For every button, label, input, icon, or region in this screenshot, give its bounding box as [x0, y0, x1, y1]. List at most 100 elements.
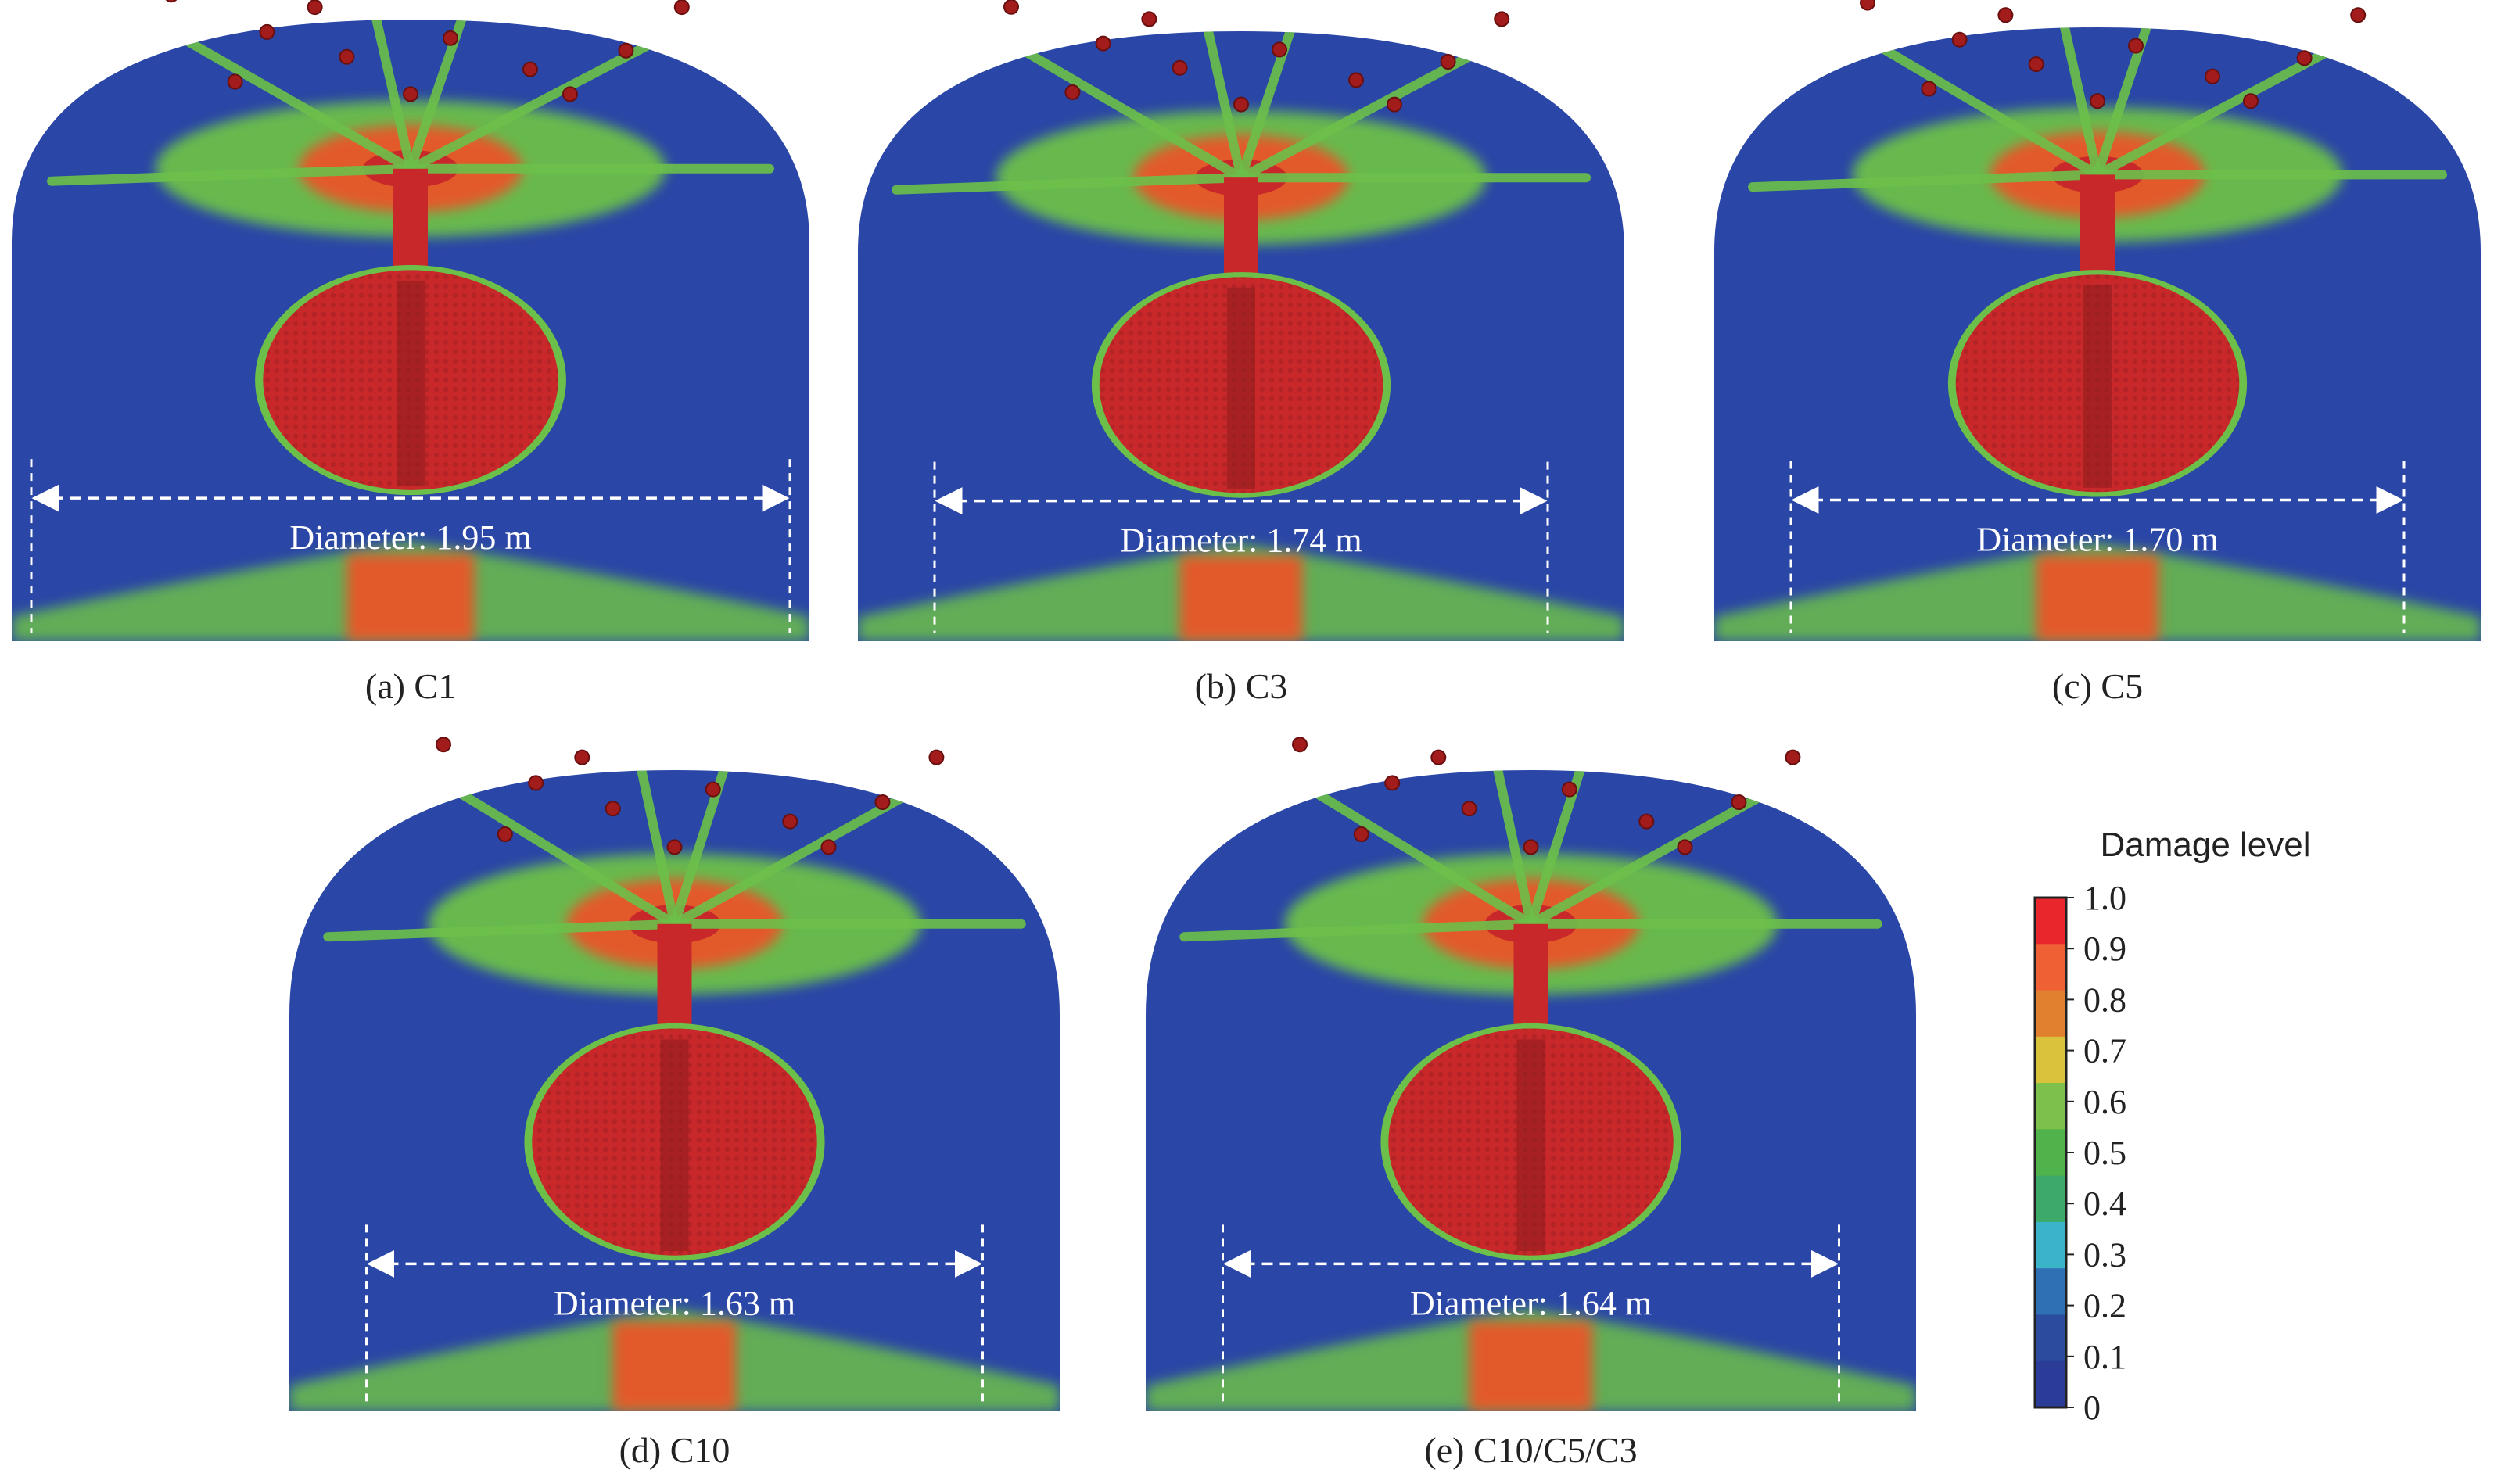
crack-2 [1295, 778, 1536, 929]
debris-particle [1272, 41, 1287, 58]
legend-tick-label: 0.4 [2083, 1185, 2126, 1223]
debris-particle [1785, 749, 1801, 765]
legend-swatch [2035, 1036, 2066, 1084]
legend-tick-label: 0.5 [2083, 1134, 2126, 1172]
diameter-label: Diameter: 1.70 m [1976, 520, 2218, 558]
panel-caption: (d) C10 [619, 1430, 730, 1470]
debris-particle [259, 23, 275, 40]
debris-particle [1951, 31, 1968, 48]
crack-4 [631, 770, 680, 929]
panel-caption: (b) C3 [1195, 666, 1288, 706]
legend-tick-label: 0.3 [2083, 1235, 2126, 1274]
debris-particle [1638, 813, 1655, 830]
debris-particle [1731, 794, 1747, 810]
debris-particle [1523, 839, 1539, 855]
panel-caption: (c) C5 [2052, 666, 2143, 706]
debris-particle [666, 839, 683, 855]
crack-0 [47, 163, 415, 186]
crack-5 [669, 770, 741, 929]
crack-3 [2093, 47, 2332, 180]
debris-particle [820, 839, 837, 855]
debris-particle [403, 86, 418, 102]
debris-particle [1430, 749, 1447, 765]
debris-particle [1141, 11, 1157, 27]
debris-particle [2128, 38, 2144, 54]
debris-particle [1677, 839, 1693, 855]
crack-0 [1748, 170, 2102, 192]
crack-5 [2093, 27, 2164, 180]
crack-3 [669, 790, 910, 929]
debris-particle [443, 30, 458, 46]
floor-damage-core [346, 554, 475, 641]
crack-2 [439, 778, 680, 929]
panel-caption: (a) C1 [365, 666, 456, 706]
debris-particle [522, 61, 538, 77]
debris-particle [339, 48, 355, 65]
legend-swatch [2035, 898, 2066, 945]
debris-particle [1387, 96, 1402, 113]
debris-particle [2205, 68, 2220, 84]
borehole-core [1227, 287, 1255, 489]
debris-particle [497, 826, 513, 842]
crack-2 [167, 27, 415, 174]
legend-tick-label: 0.2 [2083, 1287, 2126, 1325]
debris-particle [165, 0, 178, 3]
crack-5 [1236, 31, 1308, 183]
debris-particle [874, 794, 891, 810]
panel-c: Diameter: 1.70 m (c) C5 [1714, 0, 2481, 706]
crack-3 [406, 39, 655, 174]
debris-particle [1997, 7, 2014, 23]
diameter-label: Diameter: 1.74 m [1120, 522, 1362, 560]
damage-legend: Damage level 1.0 0.9 0.8 0.7 0.6 0.5 0.4 0.3 0.2… [2033, 826, 2311, 1427]
debris-particle [1172, 59, 1188, 76]
crack-3 [1236, 51, 1476, 183]
debris-particle [1095, 35, 1111, 52]
debris-particle [605, 801, 621, 817]
legend-swatch [2035, 1360, 2066, 1408]
floor-damage-core [1179, 555, 1303, 641]
legend-tick-label: 0.1 [2083, 1338, 2126, 1376]
debris-particle [618, 42, 634, 59]
debris-particle [1348, 72, 1364, 88]
debris-particle [928, 749, 945, 765]
legend-tick-label: 1.0 [2083, 879, 2126, 917]
legend-colorbar [2033, 896, 2068, 1409]
crack-4 [2054, 27, 2102, 180]
debris-particle [1064, 84, 1081, 100]
diameter-label: Diameter: 1.63 m [554, 1284, 795, 1322]
diameter-label: Diameter: 1.95 m [289, 518, 531, 557]
debris-particle [2028, 56, 2044, 73]
floor-damage-core [2036, 555, 2159, 641]
panel-a: Diameter: 1.95 m (a) C1 [12, 0, 809, 706]
debris-particle [307, 0, 323, 16]
debris-particle [227, 73, 243, 90]
debris-particle [782, 813, 798, 830]
crack-2 [1863, 34, 2102, 180]
crack-4 [366, 20, 415, 174]
debris-particle [562, 86, 578, 102]
debris-particle [1494, 11, 1510, 27]
debris-particle [436, 737, 451, 753]
crack-3 [1526, 790, 1767, 929]
borehole-core [1516, 1039, 1545, 1251]
legend-tick-label: 0.8 [2083, 980, 2126, 1019]
debris-particle [528, 775, 544, 791]
panel-caption: (e) C10/C5/C3 [1424, 1430, 1637, 1470]
debris-particle [1353, 826, 1369, 842]
legend-swatch [2035, 1083, 2066, 1130]
debris-particle [1921, 81, 1937, 97]
legend-swatch [2035, 990, 2066, 1038]
legend-tick-label: 0 [2083, 1389, 2101, 1427]
legend-swatch [2035, 1221, 2066, 1269]
debris-particle [1384, 775, 1401, 791]
debris-particle [2350, 7, 2367, 23]
crack-5 [406, 20, 479, 174]
diameter-label: Diameter: 1.64 m [1410, 1284, 1652, 1322]
debris-particle [1561, 781, 1577, 798]
crack-2 [1007, 38, 1246, 183]
debris-particle [673, 0, 690, 16]
legend-swatch [2035, 1314, 2066, 1362]
panel-b: Diameter: 1.74 m (b) C3 [858, 0, 1624, 706]
borehole-core [660, 1039, 689, 1251]
